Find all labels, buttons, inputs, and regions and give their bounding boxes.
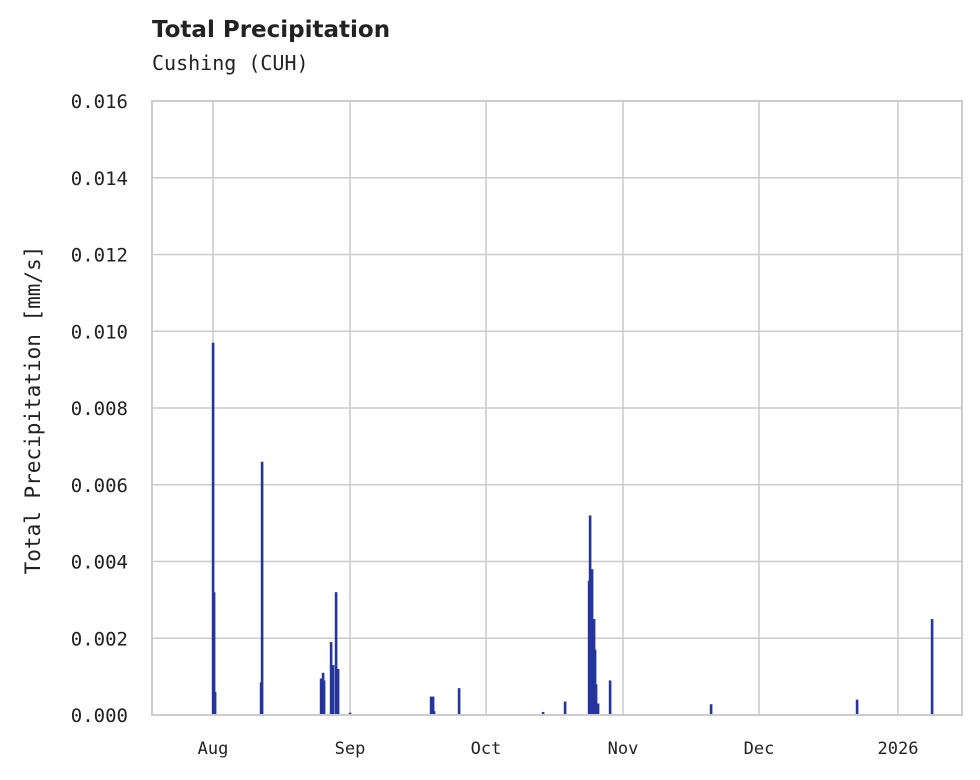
precip-bar xyxy=(336,668,340,715)
y-tick-label: 0.002 xyxy=(71,628,128,650)
precip-bar xyxy=(213,691,217,715)
grid-lines xyxy=(152,100,962,716)
x-tick-label: Oct xyxy=(471,739,502,759)
x-tick-label: 2026 xyxy=(878,739,919,759)
precip-bar xyxy=(594,684,598,715)
precip-bar xyxy=(211,342,215,715)
precip-bar xyxy=(563,701,567,715)
plot-frame xyxy=(151,100,963,716)
y-tick-label: 0.014 xyxy=(71,168,128,190)
x-axis-ticks: Aug Sep Oct Nov Dec 2026 xyxy=(198,739,919,759)
precip-bar xyxy=(596,703,600,715)
y-tick-label: 0.006 xyxy=(71,475,128,497)
y-tick-label: 0.000 xyxy=(71,705,128,727)
y-tick-label: 0.004 xyxy=(71,552,128,574)
y-tick-label: 0.016 xyxy=(71,91,128,113)
chart-subtitle: Cushing (CUH) xyxy=(152,51,309,75)
precip-bar xyxy=(319,678,323,715)
chart-title: Total Precipitation xyxy=(152,17,391,43)
precip-bar xyxy=(329,642,333,715)
precip-bar xyxy=(429,696,433,715)
precip-bar xyxy=(541,711,545,715)
precip-bar xyxy=(930,619,934,715)
y-tick-label: 0.010 xyxy=(71,321,128,343)
precipitation-bars xyxy=(211,342,934,715)
precip-bar xyxy=(331,665,335,715)
precip-bar xyxy=(709,704,713,715)
precip-bar xyxy=(590,569,594,715)
x-tick-label: Nov xyxy=(608,739,639,759)
precip-bar xyxy=(431,696,435,715)
precip-bar xyxy=(212,592,216,715)
y-axis-label: Total Precipitation [mm/s] xyxy=(21,246,45,575)
precip-bar xyxy=(334,592,338,715)
precip-bar xyxy=(593,649,597,715)
precip-bar xyxy=(322,680,326,715)
precip-bar xyxy=(608,680,612,715)
precip-bar xyxy=(457,688,461,715)
y-tick-label: 0.012 xyxy=(71,245,128,267)
x-tick-label: Aug xyxy=(198,739,229,759)
y-axis-ticks: 0.000 0.002 0.004 0.006 0.008 0.010 0.012 0.014… xyxy=(71,91,128,727)
precip-bar xyxy=(588,515,592,715)
precip-bar xyxy=(260,461,264,715)
precip-bar xyxy=(432,711,436,715)
x-tick-label: Sep xyxy=(335,739,366,759)
y-tick-label: 0.008 xyxy=(71,398,128,420)
precip-bar xyxy=(855,699,859,715)
precip-bar xyxy=(348,712,352,715)
x-tick-label: Dec xyxy=(744,739,775,759)
